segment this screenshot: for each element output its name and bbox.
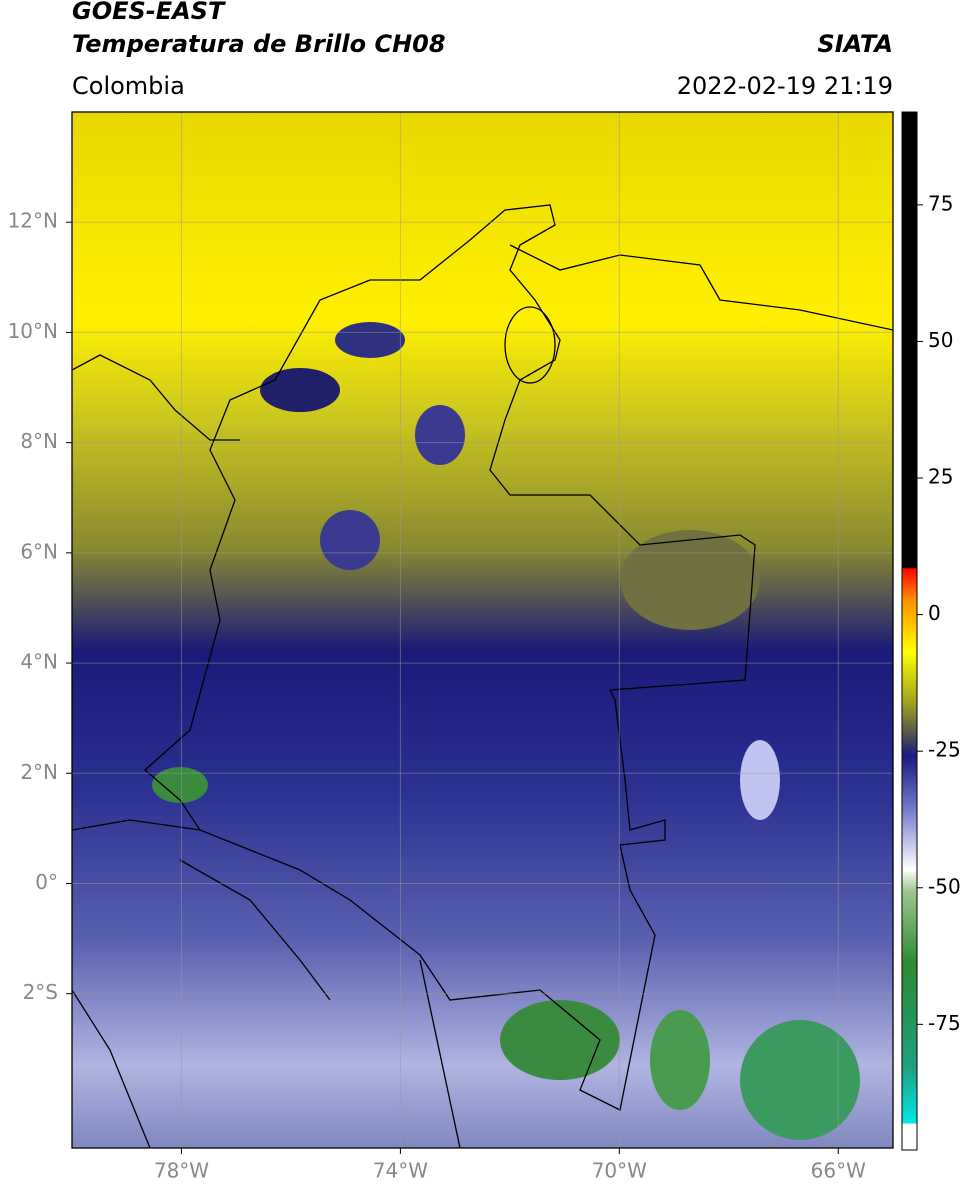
subtitle: Temperatura de Brillo CH08 [72, 30, 446, 58]
y-tick-label: 4°N [20, 650, 58, 674]
x-tick-label: 70°W [592, 1159, 647, 1183]
x-tick-label: 74°W [373, 1159, 428, 1183]
x-tick-label: 78°W [154, 1159, 209, 1183]
y-tick-label: 6°N [20, 539, 58, 563]
colorbar-label: 75 [928, 191, 953, 215]
map-frame [71, 111, 894, 1149]
map-image [72, 112, 893, 1148]
colorbar-label: -75 [928, 1011, 961, 1035]
y-tick-label: 0° [35, 870, 58, 894]
colorbar-label: -50 [928, 874, 961, 898]
colorbar-label: -25 [928, 738, 961, 762]
colorbar [901, 111, 918, 1151]
y-tick-label: 2°N [20, 760, 58, 784]
y-tick-label: 12°N [8, 209, 58, 233]
colorbar-label: 0 [928, 601, 941, 625]
y-tick-label: 2°S [23, 980, 58, 1004]
y-tick-label: 10°N [8, 319, 58, 343]
y-tick-label: 8°N [20, 429, 58, 453]
boundaries [72, 204, 893, 1148]
datetime: 2022-02-19 21:19 [677, 72, 893, 100]
colorbar-label: 25 [928, 465, 953, 489]
title: GOES-EAST [72, 0, 226, 25]
colorbar-label: 50 [928, 328, 953, 352]
x-tick-label: 66°W [811, 1159, 866, 1183]
source: SIATA [817, 30, 893, 58]
region: Colombia [72, 72, 185, 100]
